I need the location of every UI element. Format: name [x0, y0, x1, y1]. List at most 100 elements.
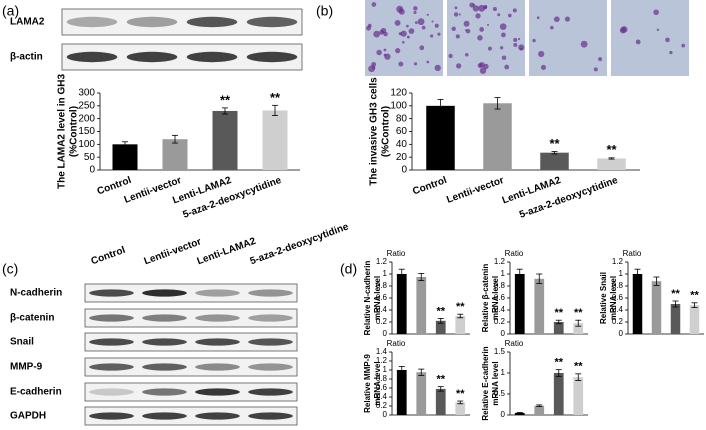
cell: [458, 13, 461, 16]
blot-band: [142, 412, 187, 420]
cell: [513, 42, 518, 47]
blot-band: [248, 388, 293, 396]
significance: **: [690, 290, 699, 302]
error-bar: [536, 273, 543, 285]
cell: [492, 7, 497, 12]
blot-band: [246, 51, 298, 63]
y-tick-label: 0.4: [612, 305, 624, 314]
bar: [396, 370, 407, 415]
cell: [536, 16, 540, 20]
micrograph: [447, 0, 525, 76]
y-tick-label: 1.2: [612, 257, 624, 266]
cell: [477, 35, 483, 41]
cell: [380, 27, 387, 34]
cell: [431, 20, 434, 23]
cell: [620, 26, 628, 33]
y-axis-label: Relative β-catenin: [481, 264, 490, 333]
error-bar: [575, 373, 582, 381]
y-tick-label: 1: [383, 365, 388, 374]
y-tick-label: 20: [396, 152, 408, 163]
y-axis-label: Relative E-cadherin: [481, 346, 490, 420]
error-bar: [634, 268, 641, 280]
blot-label: β-catenin: [10, 313, 54, 324]
chart-title: Ratio: [505, 339, 524, 348]
bar: [573, 377, 584, 415]
bar: [553, 322, 564, 334]
y-tick-label: 0: [619, 329, 624, 338]
column-header: Lentii-vector: [143, 236, 203, 267]
y-tick-label: 0.6: [376, 383, 388, 392]
blot-band: [248, 289, 293, 297]
cell: [426, 60, 430, 64]
y-tick-label: 250: [78, 100, 95, 111]
cell: [406, 35, 410, 39]
cell: [413, 6, 418, 11]
y-tick-label: 120: [390, 88, 407, 99]
chart-title: Ratio: [387, 249, 406, 258]
blot-band: [89, 363, 134, 371]
cell: [486, 23, 490, 27]
x-tick-label: Control: [411, 175, 448, 198]
y-axis-label: Relative Snail: [599, 272, 608, 324]
blot-strip: [84, 332, 298, 352]
y-tick-label: 0.4: [376, 392, 388, 401]
bar: [426, 105, 455, 170]
x-tick-label: Lentii-vector: [445, 175, 505, 206]
cell: [469, 2, 475, 8]
blot-strip: [84, 382, 298, 402]
cell: [383, 48, 387, 52]
error-bar: [575, 319, 582, 327]
micrograph: [529, 0, 607, 76]
cell: [517, 37, 521, 41]
cell: [465, 53, 469, 57]
y-tick-label: 0: [501, 410, 506, 419]
blot-band: [186, 16, 238, 28]
panel-label: (c): [2, 261, 18, 277]
cell: [398, 32, 403, 36]
cell: [453, 12, 459, 17]
cell: [366, 25, 371, 31]
significance: **: [671, 288, 680, 300]
y-tick-label: 1.2: [376, 356, 388, 365]
cell: [434, 23, 439, 28]
y-tick-label: 1: [619, 269, 624, 278]
cell: [665, 37, 670, 43]
y-tick-label: 60: [396, 126, 408, 137]
y-axis-label: mRNA level: [373, 361, 382, 405]
cell: [394, 19, 401, 26]
significance: **: [436, 305, 445, 317]
significance: **: [270, 90, 281, 105]
error-bar: [172, 134, 178, 144]
y-axis-label: mRNA level: [491, 361, 500, 405]
y-axis-label: Relative MMP-9: [363, 354, 372, 413]
blot-band: [195, 289, 240, 297]
significance: **: [220, 92, 231, 107]
bar: [112, 144, 138, 170]
error-bar: [536, 404, 543, 408]
blot-label: N-cadherin: [10, 288, 62, 299]
significance: **: [554, 357, 563, 369]
cell: [507, 13, 512, 18]
cell: [419, 45, 425, 51]
bar: [396, 274, 407, 334]
blot-strip: [84, 308, 298, 328]
cell: [479, 67, 487, 74]
bar: [632, 274, 643, 334]
bar: [540, 152, 569, 170]
cell: [501, 32, 506, 38]
cell: [372, 66, 376, 70]
y-tick-label: 100: [390, 100, 407, 111]
cell: [598, 57, 603, 62]
cell: [451, 26, 456, 31]
y-tick-label: 300: [78, 88, 95, 99]
error-bar: [437, 317, 444, 324]
error-bar: [418, 368, 425, 376]
y-axis-label: (%Control): [69, 106, 80, 157]
cell: [635, 39, 641, 45]
cell: [414, 21, 418, 25]
y-tick-label: 1.4: [376, 347, 388, 356]
cell: [499, 46, 504, 50]
blot-band: [248, 412, 293, 420]
cell: [504, 64, 510, 70]
